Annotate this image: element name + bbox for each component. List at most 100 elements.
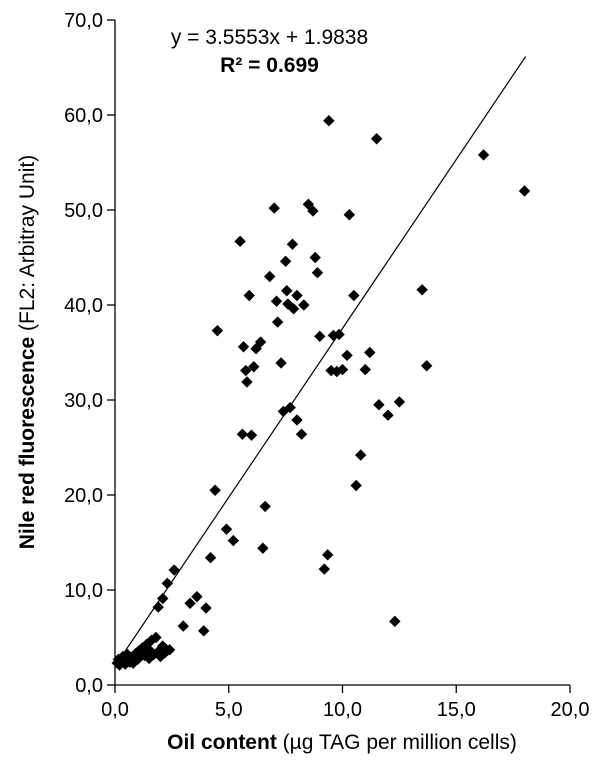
data-point — [248, 361, 260, 373]
data-point — [144, 645, 156, 657]
data-point — [168, 564, 180, 576]
y-axis-label-unit: (FL2: Arbitray Unit) — [16, 154, 39, 337]
data-point — [136, 642, 148, 654]
data-point — [234, 235, 246, 248]
data-point — [125, 651, 137, 664]
y-axis-label: Nile red fluorescence (FL2: Arbitray Uni… — [16, 155, 40, 549]
data-point — [318, 563, 330, 575]
data-point — [237, 341, 250, 353]
data-point — [298, 299, 310, 311]
y-axis-label-main: Nile red fluorescence — [16, 336, 39, 550]
data-point — [245, 429, 258, 441]
y-tick-label: 20,0 — [64, 485, 103, 507]
data-point — [163, 644, 176, 656]
data-point — [150, 631, 162, 644]
data-point — [270, 295, 283, 307]
data-point — [271, 316, 284, 328]
y-tick-label: 30,0 — [64, 390, 103, 412]
x-tick-label: 10,0 — [323, 699, 362, 721]
data-point — [291, 289, 303, 302]
data-point — [275, 357, 287, 369]
data-point — [159, 647, 171, 659]
data-point — [191, 590, 203, 603]
x-tick-label: 15,0 — [437, 699, 476, 721]
data-point — [200, 602, 212, 614]
data-point — [220, 523, 233, 535]
data-point — [295, 428, 308, 440]
y-tick-label: 60,0 — [64, 105, 103, 127]
data-point — [322, 549, 334, 561]
data-point — [284, 401, 296, 414]
data-point — [416, 284, 428, 296]
data-point — [286, 238, 299, 250]
data-point — [287, 303, 300, 315]
data-point — [259, 500, 271, 513]
y-tick-label: 70,0 — [64, 10, 103, 32]
data-point — [254, 336, 267, 348]
data-point — [157, 592, 169, 605]
data-point — [355, 449, 367, 461]
data-point — [393, 396, 406, 408]
data-point — [243, 289, 255, 302]
data-point — [198, 625, 210, 637]
data-point — [264, 270, 276, 283]
data-point — [209, 484, 221, 496]
data-point — [236, 428, 249, 440]
data-point — [120, 653, 133, 666]
data-point — [477, 149, 490, 161]
data-point — [143, 652, 155, 665]
data-point — [177, 620, 189, 632]
data-point — [157, 640, 169, 652]
data-point — [291, 414, 303, 426]
y-tick-label: 10,0 — [64, 580, 103, 602]
x-tick-label: 0,0 — [101, 699, 129, 721]
data-point — [113, 659, 126, 671]
data-point — [370, 133, 383, 145]
data-point — [348, 289, 360, 302]
data-point — [420, 360, 433, 372]
data-point — [268, 202, 280, 214]
equation-text: y = 3.5553x + 1.9838 — [170, 26, 369, 49]
data-point — [336, 363, 349, 376]
x-axis-label-unit: (µg TAG per million cells) — [276, 731, 517, 754]
data-point — [314, 330, 326, 343]
x-axis-label-main: Oil content — [167, 731, 277, 754]
y-tick-label: 50,0 — [64, 200, 103, 222]
data-point — [281, 285, 293, 297]
data-point — [350, 479, 362, 492]
data-point — [240, 364, 252, 377]
data-point — [227, 534, 239, 547]
data-point — [341, 349, 353, 362]
data-point — [364, 346, 376, 359]
x-tick-label: 20,0 — [551, 699, 590, 721]
data-point — [359, 363, 371, 376]
data-point — [307, 205, 319, 217]
data-point — [121, 648, 134, 661]
y-tick-label: 40,0 — [64, 295, 103, 317]
data-point — [333, 328, 345, 341]
data-point — [133, 645, 145, 657]
data-point — [323, 115, 335, 127]
trendline — [117, 56, 527, 662]
data-point — [257, 542, 269, 554]
r-squared-text: R² = 0.699 — [220, 53, 319, 77]
x-axis-label: Oil content (µg TAG per million cells) — [112, 731, 572, 755]
data-point — [161, 577, 174, 590]
data-point — [241, 376, 253, 388]
data-point — [184, 597, 196, 609]
data-point — [138, 649, 151, 662]
x-tick-label: 5,0 — [215, 699, 243, 721]
data-point — [309, 251, 321, 264]
data-point — [311, 267, 324, 279]
data-point — [382, 409, 394, 421]
data-point — [211, 324, 224, 337]
y-tick-label: 0,0 — [75, 675, 103, 697]
data-point — [343, 209, 356, 221]
data-point — [152, 601, 164, 613]
data-point — [279, 255, 292, 267]
data-point — [389, 615, 401, 628]
data-point — [373, 399, 385, 411]
data-point — [127, 657, 139, 669]
